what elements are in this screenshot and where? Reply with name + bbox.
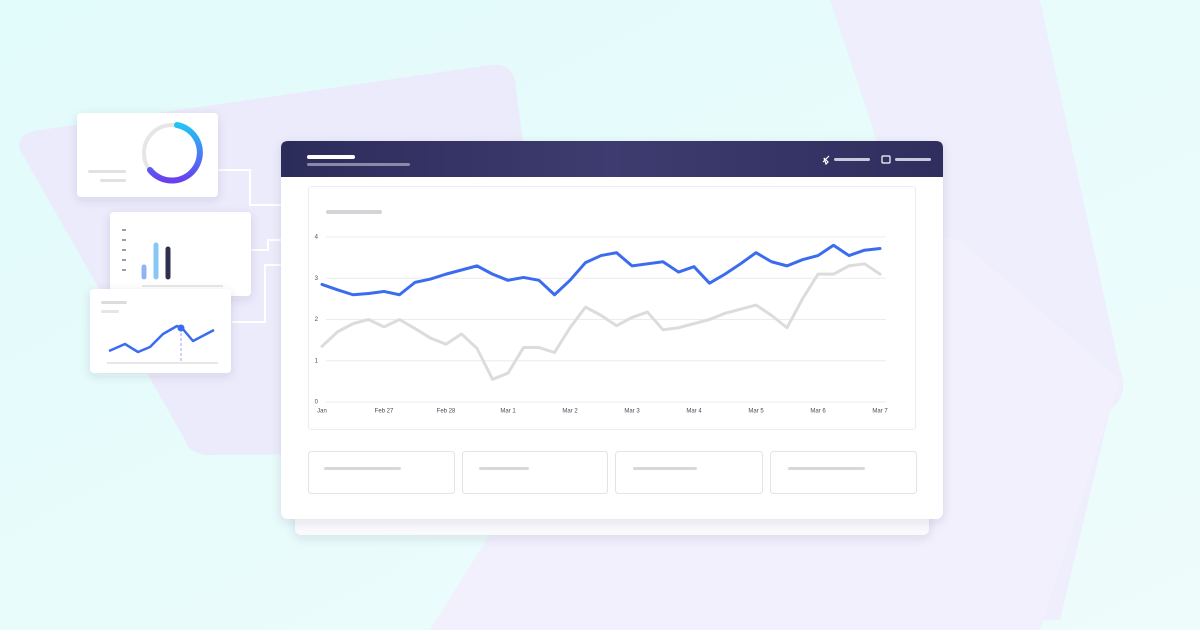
y-tick-label: 3 [315, 276, 319, 282]
x-tick-label: Mar 7 [872, 409, 888, 415]
x-tick-label: Mar 4 [686, 409, 702, 415]
placeholder [100, 179, 126, 182]
x-tick-label: Feb 28 [437, 409, 456, 415]
x-tick-label: Mar 5 [748, 409, 764, 415]
stat-placeholders [324, 467, 865, 470]
donut-arc [147, 122, 203, 184]
chart-title-placeholder [326, 210, 382, 214]
x-tick-label: Mar 6 [810, 409, 826, 415]
header-icon[interactable] [881, 155, 891, 164]
bar-axis-ticks [122, 229, 126, 271]
placeholder [88, 170, 126, 173]
placeholder [101, 310, 119, 313]
window-header [281, 141, 943, 177]
header-link[interactable] [895, 158, 931, 161]
x-tick-label: Jan [317, 409, 327, 415]
series-line [320, 243, 882, 297]
x-tick-label: Mar 2 [562, 409, 578, 415]
y-tick-label: 4 [315, 235, 319, 241]
mini-bars [141, 228, 221, 280]
header-icon[interactable] [822, 155, 830, 166]
header-link[interactable] [834, 158, 870, 161]
y-tick-label: 0 [315, 400, 319, 406]
mini-line-card [90, 289, 231, 373]
series-line [320, 262, 882, 381]
placeholder [101, 301, 127, 304]
y-tick-label: 1 [315, 358, 319, 364]
header-title-placeholder [307, 155, 355, 159]
x-tick-label: Mar 3 [624, 409, 640, 415]
x-tick-label: Mar 1 [500, 409, 516, 415]
x-tick-label: Feb 27 [375, 409, 394, 415]
connectors [218, 169, 282, 323]
chart-panel [308, 186, 916, 430]
y-tick-label: 2 [315, 317, 319, 323]
donut-card [77, 113, 218, 197]
mini-point [177, 324, 185, 332]
mini-line [108, 324, 215, 354]
stat-cards [308, 451, 917, 494]
plot: 0 1 2 3 4 Jan Feb 27 Feb 28 Mar 1 Mar 2 Mar 3 Mar 4… [315, 235, 889, 415]
header-subtitle-placeholder [307, 163, 410, 166]
